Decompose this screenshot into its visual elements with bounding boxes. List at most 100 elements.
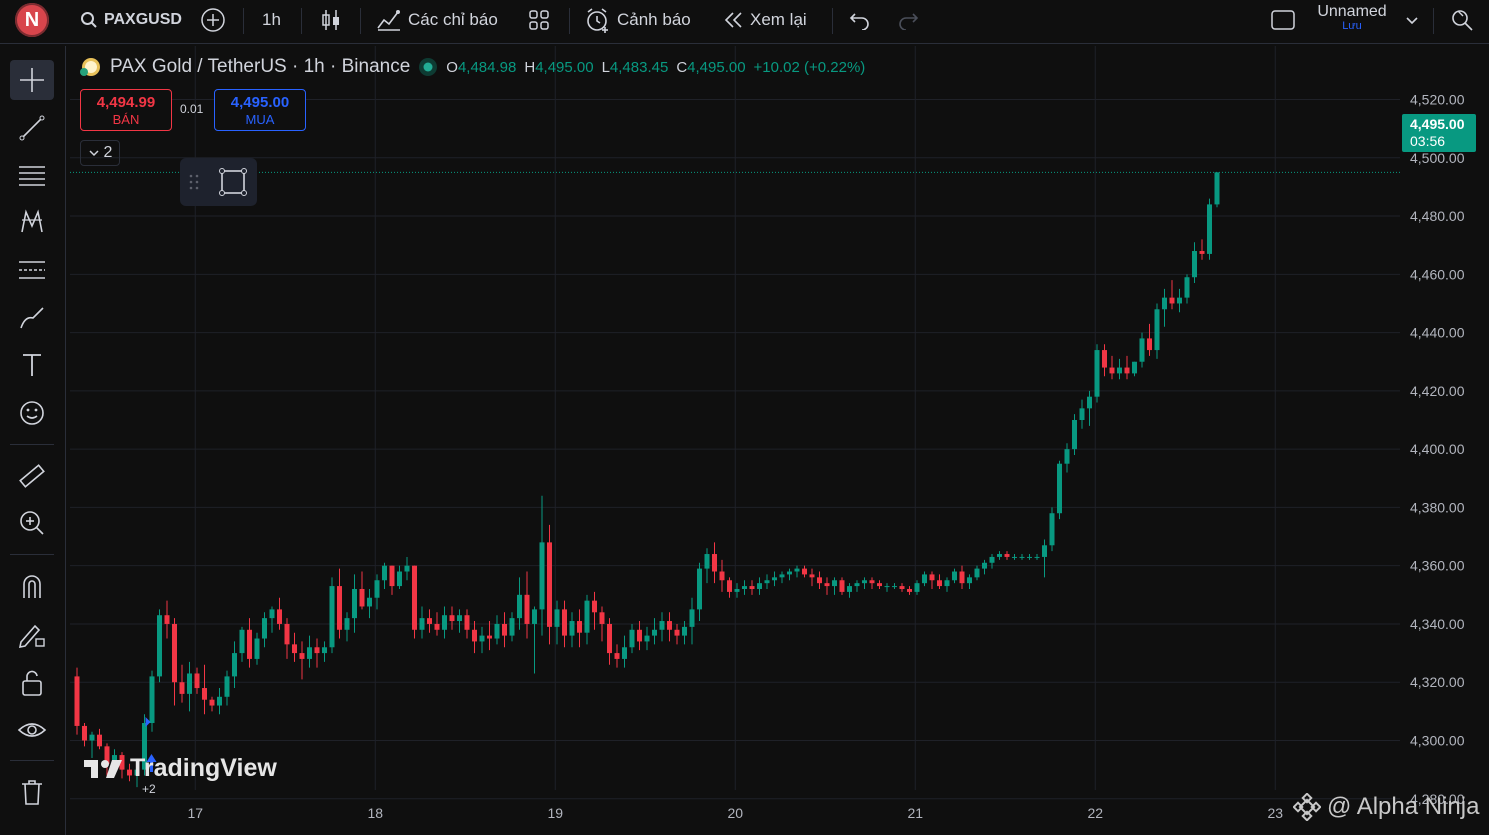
brush-icon	[20, 307, 44, 329]
crosshair-tool[interactable]	[10, 60, 54, 100]
candle	[839, 577, 845, 595]
tradingview-logo[interactable]: TradingView	[84, 754, 277, 783]
candle	[629, 623, 635, 654]
candle-body	[772, 577, 777, 581]
fib-tool[interactable]	[10, 155, 54, 195]
layout-toggle-button[interactable]	[1270, 0, 1296, 40]
candle-body	[794, 568, 800, 572]
quick-search-button[interactable]	[1450, 0, 1474, 40]
candle-body	[112, 755, 117, 764]
buy-label: MUA	[245, 112, 275, 127]
redo-button[interactable]	[896, 0, 920, 40]
layout-name-button[interactable]: Unnamed Lưu	[1310, 3, 1394, 32]
lock-drawings-tool[interactable]	[10, 663, 54, 703]
candle	[194, 667, 200, 694]
candle	[652, 618, 657, 645]
candle-body	[404, 565, 410, 572]
candle-body	[862, 580, 867, 584]
indicators-collapse-button[interactable]: 2	[80, 140, 120, 166]
candle	[1139, 332, 1145, 368]
text-tool[interactable]	[10, 345, 54, 385]
candle-body	[284, 623, 290, 645]
candle-body	[1192, 251, 1197, 278]
candle	[569, 612, 575, 648]
candle	[149, 670, 155, 732]
candle	[742, 580, 747, 595]
candle-body	[127, 769, 132, 776]
emoji-tool[interactable]	[10, 393, 54, 433]
candle-body	[839, 580, 845, 592]
price-chart[interactable]: 4,520.00 4,500.00 4,480.00 4,460.00 4,440.00…	[70, 46, 1480, 835]
candle-body	[359, 588, 365, 607]
time-tick-label: 21	[907, 805, 923, 821]
candle	[547, 524, 552, 645]
candle	[862, 577, 867, 589]
candle	[802, 565, 807, 578]
templates-button[interactable]	[528, 0, 550, 40]
ruler-lines-icon	[19, 261, 45, 279]
buy-button[interactable]: 4,495.00 MUA	[214, 89, 306, 131]
user-avatar[interactable]: N	[15, 3, 49, 37]
chart-type-button[interactable]	[320, 0, 342, 40]
remove-drawings-tool[interactable]	[10, 772, 54, 812]
high-key: H	[524, 58, 536, 76]
candle-body	[682, 626, 687, 636]
candle-body	[689, 609, 695, 627]
candle-body	[232, 653, 237, 677]
candle-body	[1177, 297, 1182, 304]
candle-body	[142, 723, 147, 770]
drag-handle-icon[interactable]	[188, 173, 200, 191]
event-marker-count[interactable]: +2	[142, 782, 156, 796]
zoom-tool[interactable]	[10, 503, 54, 543]
candle	[344, 612, 350, 642]
candle	[487, 621, 492, 651]
candle	[1177, 288, 1182, 313]
text-icon	[23, 354, 41, 376]
indicators-label: Các chỉ báo	[408, 10, 498, 29]
trendline-tool[interactable]	[10, 108, 54, 148]
candle-body	[82, 725, 87, 741]
interval-button[interactable]: 1h	[262, 0, 281, 40]
measure-tool[interactable]	[10, 456, 54, 496]
symbol-search-button[interactable]: PAXGUSD	[80, 0, 182, 40]
candle-body	[457, 615, 462, 622]
candle	[584, 594, 590, 645]
layout-menu-button[interactable]	[1404, 0, 1420, 40]
candle-body	[989, 556, 995, 563]
candle	[772, 571, 777, 587]
candle	[1034, 554, 1040, 560]
candle-body	[749, 586, 755, 589]
candle	[1087, 390, 1092, 426]
magnet-tool[interactable]	[10, 566, 54, 606]
candle	[404, 556, 410, 581]
candle-body	[254, 638, 260, 659]
hide-drawings-tool[interactable]	[10, 710, 54, 750]
candle-body	[817, 577, 822, 584]
candle-body	[847, 586, 852, 592]
candle-body	[382, 565, 387, 581]
undo-button[interactable]	[848, 0, 872, 40]
bar-countdown: 03:56	[1410, 133, 1446, 149]
grid-icon	[529, 10, 549, 30]
alerts-button[interactable]: Cảnh báo	[585, 0, 691, 40]
legend-title[interactable]: PAX Gold / TetherUS · 1h · Binance	[110, 56, 411, 77]
keep-drawing-tool[interactable]	[10, 615, 54, 655]
pattern-tool[interactable]	[10, 202, 54, 242]
sell-button[interactable]: 4,494.99 BÁN	[80, 89, 172, 131]
candle-body	[1042, 545, 1047, 557]
replay-button[interactable]: Xem lại	[722, 0, 807, 40]
candle-body	[517, 594, 522, 619]
candle-body	[1057, 463, 1062, 514]
interval-label: 1h	[262, 10, 281, 29]
candle	[254, 632, 260, 665]
candle	[554, 600, 560, 645]
forecast-tool[interactable]	[10, 250, 54, 290]
candle	[427, 609, 432, 633]
compare-symbol-button[interactable]	[200, 0, 226, 40]
rectangle-tool-icon[interactable]	[218, 167, 248, 197]
brush-tool[interactable]	[10, 298, 54, 338]
open-value: 4,484.98	[457, 58, 517, 76]
candle-body	[1004, 554, 1010, 557]
time-tick-label: 18	[367, 805, 383, 821]
indicators-button[interactable]: Các chỉ báo	[376, 0, 498, 40]
